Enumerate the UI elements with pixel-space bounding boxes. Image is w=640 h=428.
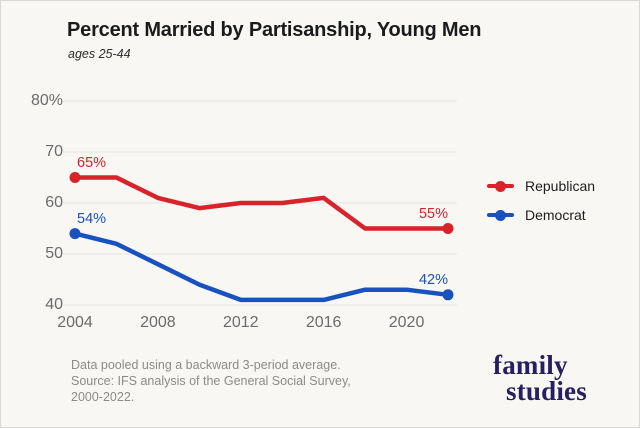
legend-label-democrat: Democrat bbox=[525, 207, 586, 223]
footnote: Data pooled using a backward 3-period av… bbox=[71, 357, 351, 405]
line-democrat bbox=[72, 231, 451, 303]
footnote-line-years: 2000-2022. bbox=[71, 390, 135, 404]
value-label-democrat-end: 42% bbox=[418, 271, 448, 288]
value-label-republican-end: 55% bbox=[418, 205, 448, 222]
logo-word-studies: studies bbox=[506, 376, 587, 406]
footnote-line-method: Data pooled using a backward 3-period av… bbox=[71, 358, 341, 372]
x-tick-2020: 2020 bbox=[388, 314, 425, 331]
x-tick-2016: 2016 bbox=[305, 314, 342, 331]
chart-title: Percent Married by Partisanship, Young M… bbox=[67, 19, 482, 41]
y-tick-70: 70 bbox=[45, 143, 63, 160]
logo-word-family: family bbox=[493, 350, 568, 380]
y-tick-60: 60 bbox=[45, 194, 63, 211]
legend-item-democrat: Democrat bbox=[487, 205, 595, 225]
chart-subtitle: ages 25-44 bbox=[68, 47, 131, 61]
value-label-democrat-start: 54% bbox=[77, 210, 107, 227]
legend-marker-democrat-icon bbox=[487, 209, 514, 221]
y-tick-50: 50 bbox=[45, 245, 63, 262]
y-tick-80: 80% bbox=[30, 92, 63, 109]
legend-dot-republican-icon bbox=[495, 180, 506, 192]
legend-dot-democrat-icon bbox=[495, 209, 506, 221]
legend-label-republican: Republican bbox=[525, 178, 596, 194]
x-tick-2004: 2004 bbox=[57, 314, 93, 331]
legend-marker-republican-icon bbox=[487, 180, 514, 192]
point-democrat-2022 bbox=[442, 289, 454, 301]
point-republican-2004 bbox=[69, 172, 81, 183]
point-democrat-2004 bbox=[69, 228, 81, 240]
value-label-republican-start: 65% bbox=[77, 154, 107, 171]
point-republican-2022 bbox=[442, 223, 454, 234]
line-republican bbox=[72, 175, 451, 231]
x-tick-2008: 2008 bbox=[140, 314, 176, 331]
footnote-line-source: Source: IFS analysis of the General Soci… bbox=[71, 374, 351, 388]
family-studies-logo: family studies bbox=[493, 350, 587, 406]
legend: Republican Democrat bbox=[487, 176, 595, 234]
legend-item-republican: Republican bbox=[487, 176, 595, 196]
y-tick-40: 40 bbox=[45, 296, 63, 313]
x-tick-2012: 2012 bbox=[222, 314, 259, 331]
